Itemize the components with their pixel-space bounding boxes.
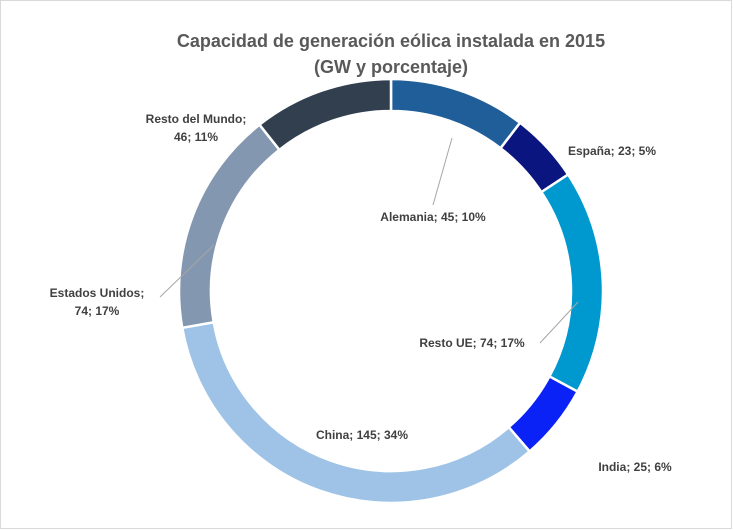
data-label: Alemania; 45; 10% xyxy=(380,210,486,224)
data-label: China; 145; 34% xyxy=(316,428,408,442)
data-label: Resto del Mundo; xyxy=(146,112,247,126)
leader-line xyxy=(432,137,453,206)
data-label: España; 23; 5% xyxy=(568,144,656,158)
data-label: 74; 17% xyxy=(75,304,120,318)
donut-slice xyxy=(257,77,393,152)
data-label: 46; 11% xyxy=(174,130,218,144)
leader-line xyxy=(539,301,579,344)
data-label: Resto UE; 74; 17% xyxy=(419,336,525,350)
leader-line xyxy=(159,244,215,298)
chart-title: Capacidad de generación eólica instalada… xyxy=(177,31,605,51)
chart-subtitle: (GW y porcentaje) xyxy=(314,57,468,77)
data-label: India; 25; 6% xyxy=(598,460,672,474)
data-label: Estados Unidos; xyxy=(50,286,145,300)
